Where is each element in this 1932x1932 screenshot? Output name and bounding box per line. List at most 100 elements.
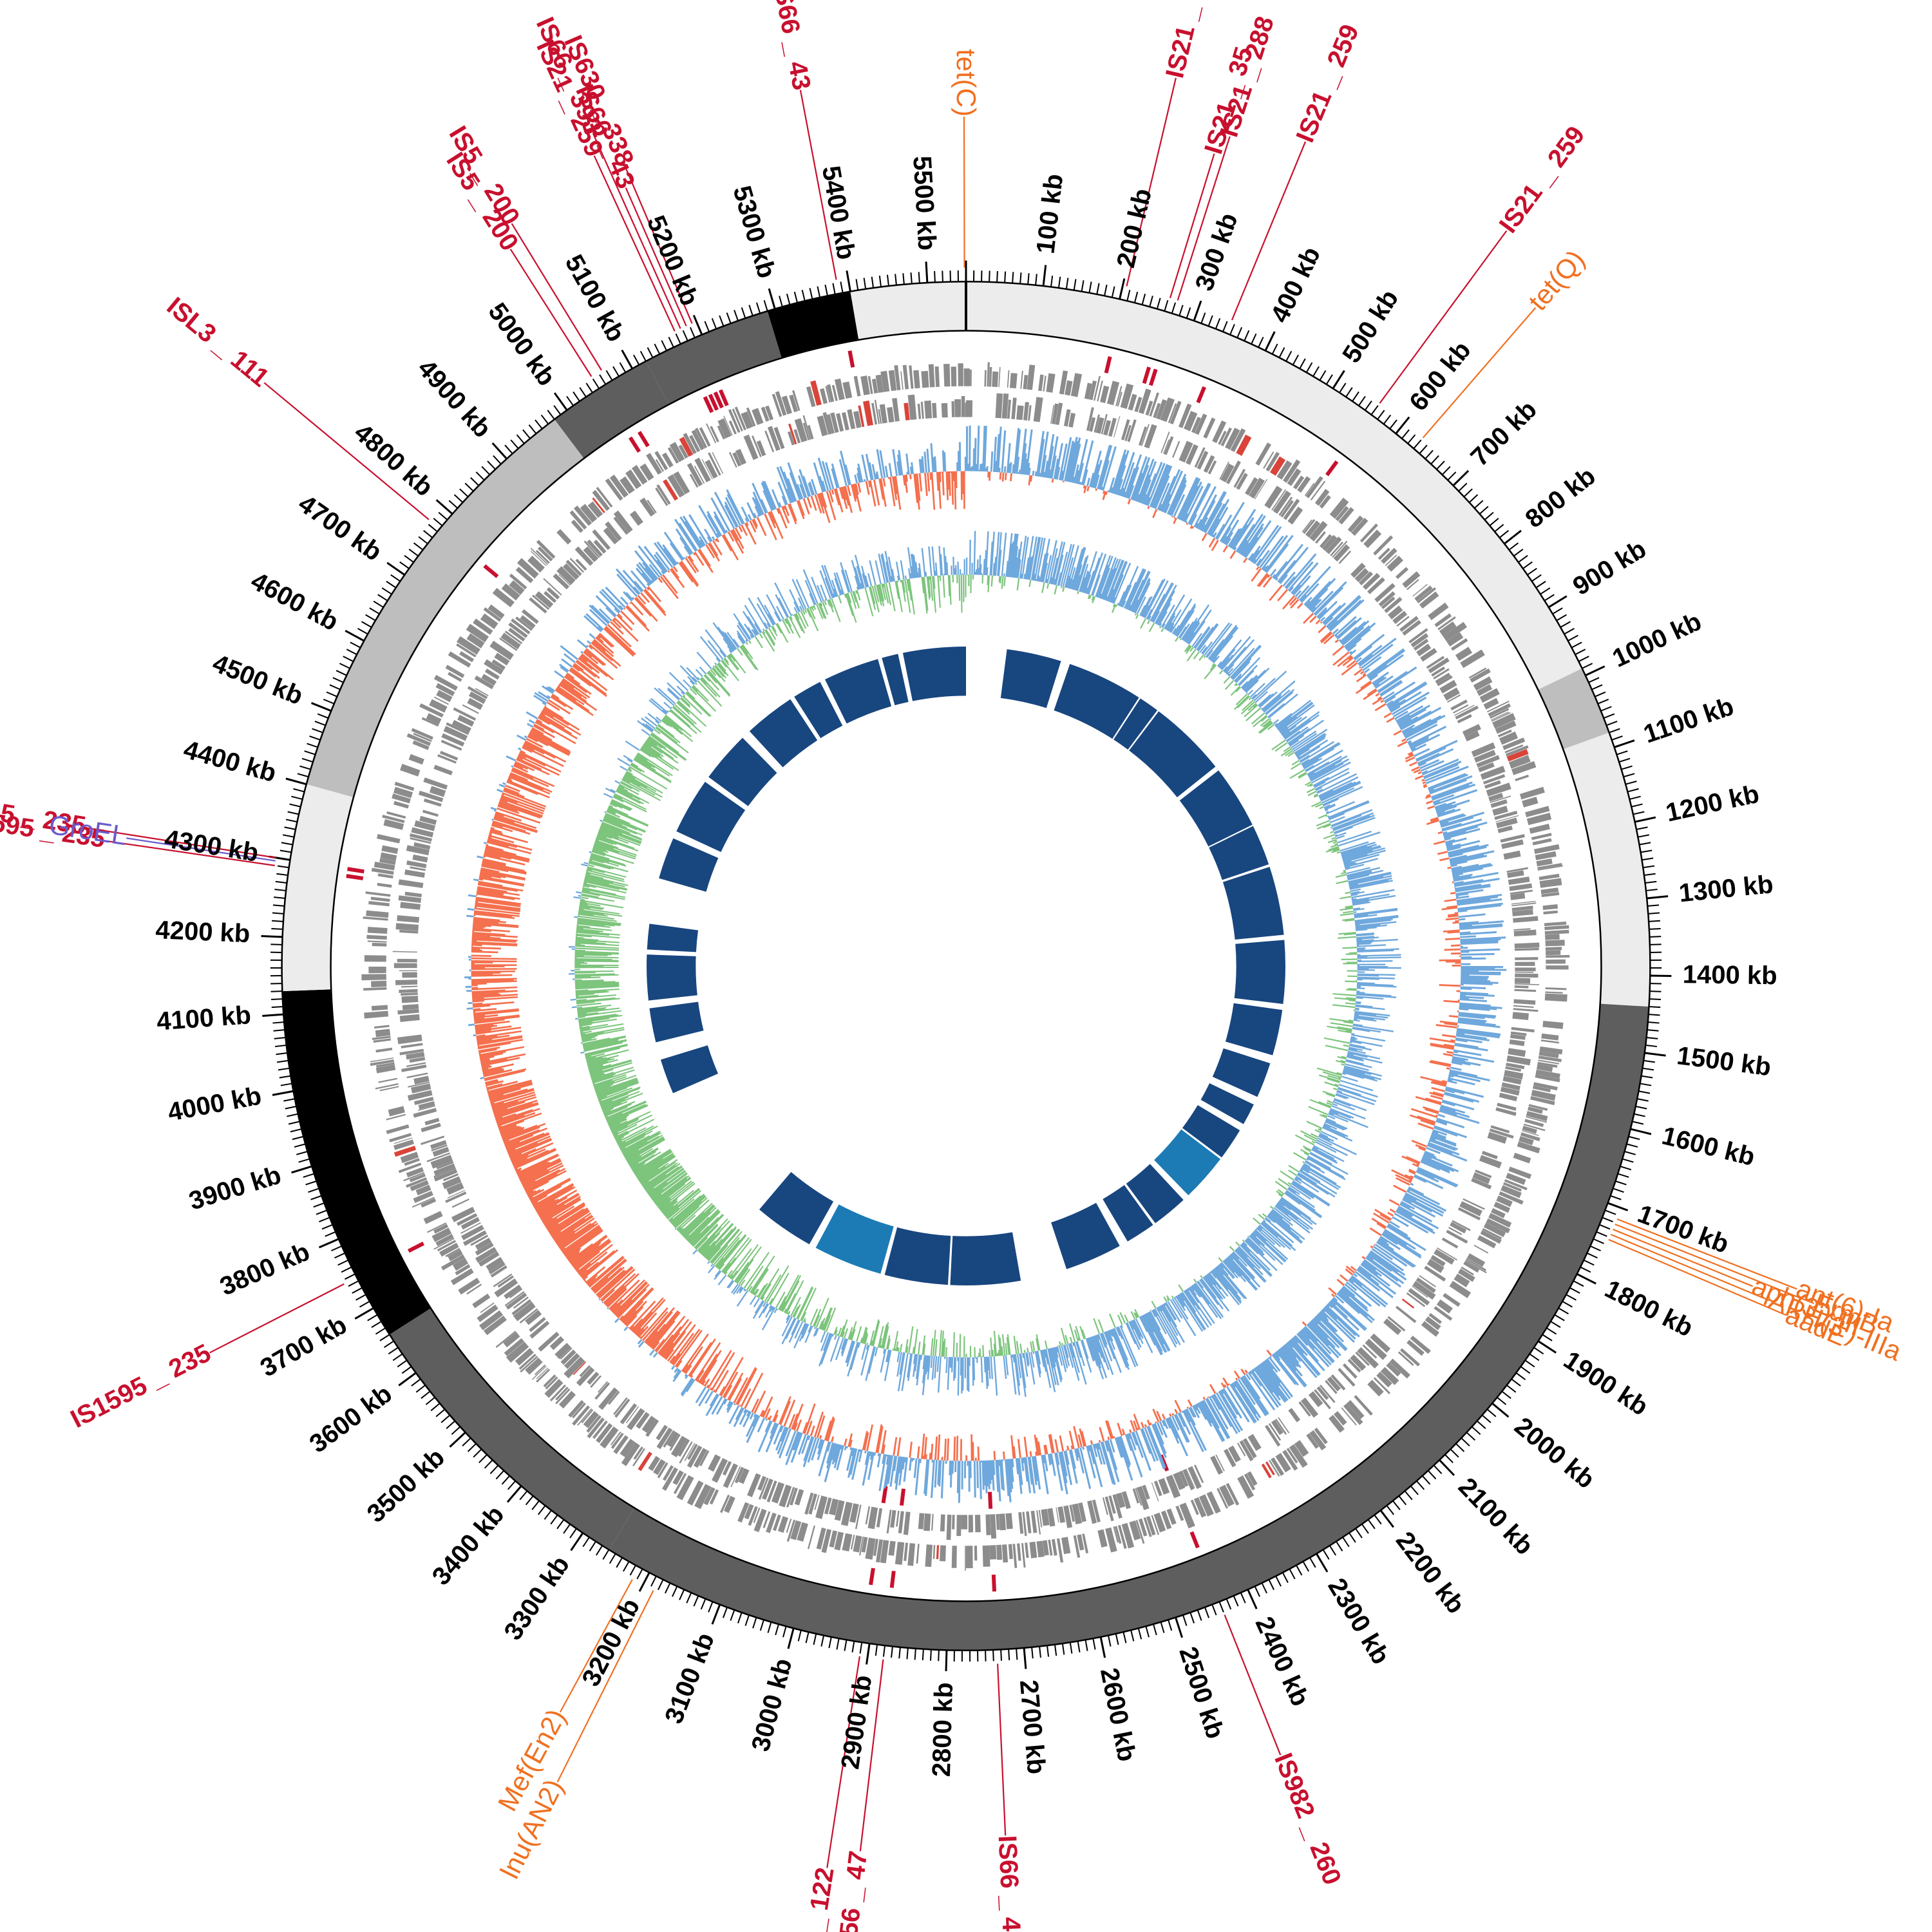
histogram-bar: [1356, 933, 1374, 937]
axis-tick-minor: [401, 1366, 412, 1374]
axis-tick-minor: [782, 1626, 787, 1638]
axis-tick-minor: [629, 1565, 636, 1576]
histogram-bar: [1255, 690, 1268, 703]
histogram-bar: [471, 980, 517, 984]
histogram-bar: [1327, 596, 1361, 629]
histogram-bar: [1432, 1091, 1444, 1096]
histogram-bar: [542, 709, 554, 718]
histogram-bar: [1188, 1287, 1200, 1303]
karyotype-band: [306, 419, 584, 797]
histogram-bar: [1277, 1202, 1314, 1230]
histogram-bar: [1357, 976, 1396, 980]
histogram-bar: [545, 686, 554, 693]
histogram-bar: [1352, 895, 1396, 904]
gene-feature: [1265, 1461, 1275, 1475]
histogram-bar: [1319, 806, 1324, 810]
histogram-bar: [723, 1399, 728, 1405]
histogram-bar: [1025, 536, 1034, 580]
axis-tick-minor: [1197, 1609, 1202, 1621]
histogram-bar: [515, 761, 535, 772]
histogram-bar: [1332, 1296, 1338, 1302]
histogram-bar: [515, 1167, 522, 1172]
gene-feature: [710, 426, 719, 442]
histogram-bar: [1192, 1405, 1200, 1419]
histogram-bar: [1434, 789, 1478, 806]
gene-feature: [1149, 392, 1159, 417]
axis-tick-major: [787, 1628, 795, 1649]
histogram-bar: [1448, 1073, 1481, 1083]
axis-tick-minor: [1620, 1166, 1632, 1171]
histogram-bar: [732, 529, 744, 549]
histogram-bar: [911, 462, 914, 475]
histogram-bar: [1208, 1272, 1229, 1297]
histogram-bar: [629, 1300, 656, 1330]
axis-tick-minor: [413, 542, 424, 551]
histogram-bar: [714, 491, 735, 529]
histogram-bar: [1348, 875, 1384, 885]
axis-tick-minor: [288, 1121, 300, 1125]
histogram-bar: [546, 1204, 585, 1230]
gene-feature: [913, 370, 920, 389]
axis-tick-minor: [878, 276, 882, 287]
gene-feature: [773, 426, 785, 450]
gene-feature: [826, 384, 835, 402]
histogram-bar: [1420, 1075, 1447, 1084]
gene-feature: [1497, 1103, 1517, 1111]
gene-feature: [1392, 611, 1408, 624]
histogram-bar: [1355, 1005, 1385, 1010]
is-feature-mark: [713, 391, 724, 409]
axis-tick-minor: [1596, 1231, 1607, 1237]
axis-tick-minor: [1518, 554, 1528, 563]
histogram-bar: [1286, 726, 1309, 743]
histogram-bar: [1307, 587, 1329, 610]
histogram-bar: [1291, 732, 1318, 751]
histogram-bar: [478, 1046, 500, 1052]
histogram-bar: [557, 685, 585, 706]
histogram-bar: [1135, 493, 1141, 502]
histogram-bar: [1177, 610, 1195, 638]
histogram-bar: [1401, 724, 1416, 733]
histogram-bar: [479, 1050, 506, 1057]
histogram-bar: [637, 1339, 643, 1345]
histogram-bar: [1328, 801, 1370, 820]
histogram-bar: [905, 453, 910, 475]
histogram-bar: [1315, 786, 1323, 791]
gene-feature: [787, 431, 795, 446]
histogram-bar: [1189, 1406, 1197, 1418]
histogram-bar: [1180, 485, 1199, 521]
gene-feature: [437, 754, 457, 764]
histogram-bar: [480, 1057, 490, 1062]
histogram-bar: [1114, 1437, 1123, 1458]
histogram-bar: [1292, 1180, 1330, 1207]
gene-feature: [367, 927, 388, 934]
histogram-bar: [1152, 1408, 1160, 1423]
histogram-bar: [1233, 1251, 1248, 1267]
histogram-bar: [1250, 1233, 1283, 1265]
histogram-bar: [539, 1193, 580, 1219]
histogram-bar: [1301, 1166, 1340, 1190]
gene-feature: [941, 402, 948, 418]
gene-feature: [1142, 1484, 1150, 1500]
histogram-bar: [1320, 781, 1361, 802]
histogram-bar: [1397, 708, 1426, 726]
histogram-bar: [589, 604, 610, 625]
histogram-bar: [1332, 848, 1340, 852]
gene-feature: [594, 1382, 611, 1400]
histogram-bar: [1424, 1151, 1437, 1159]
histogram-bar: [1289, 769, 1305, 779]
gene-feature: [1396, 616, 1410, 627]
histogram-bar: [679, 516, 701, 549]
histogram-bar: [495, 811, 522, 822]
histogram-bar: [985, 1460, 989, 1487]
histogram-bar: [493, 1099, 538, 1115]
histogram-bar: [473, 1017, 485, 1020]
axis-tick-minor: [346, 649, 357, 656]
histogram-bar: [1200, 1278, 1224, 1310]
histogram-bar: [1092, 1444, 1098, 1457]
histogram-bar: [1127, 498, 1132, 505]
histogram-bar: [1043, 1454, 1048, 1472]
gene-feature: [888, 370, 897, 392]
axis-tick-minor: [1329, 1545, 1336, 1556]
histogram-bar: [1293, 575, 1311, 596]
histogram-bar: [1220, 654, 1234, 670]
